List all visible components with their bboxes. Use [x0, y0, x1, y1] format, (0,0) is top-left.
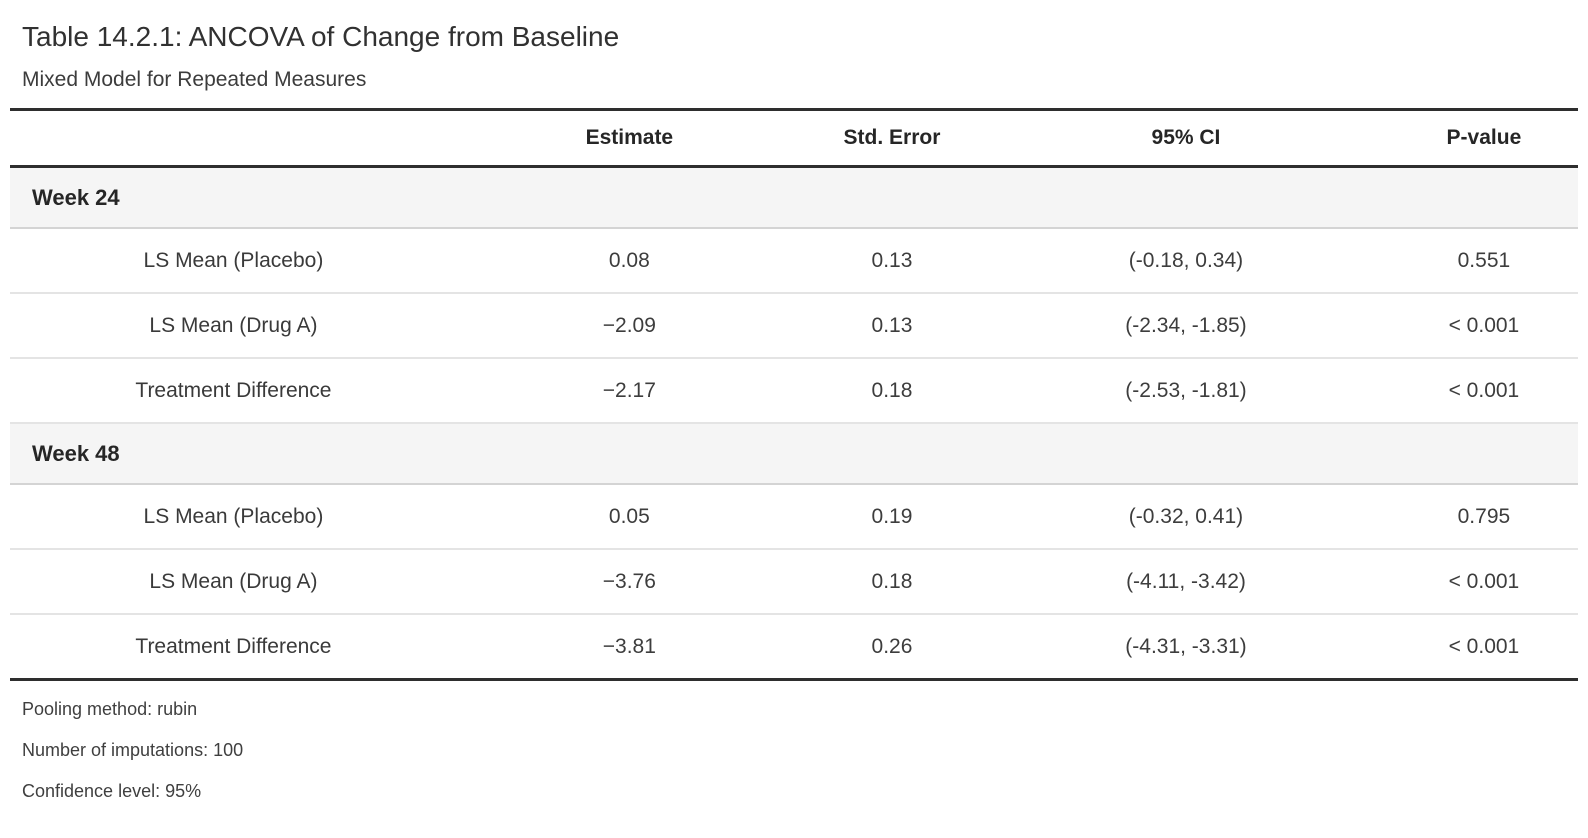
group-label-week-48: Week 48 [10, 423, 1578, 485]
std-error-cell: 0.19 [801, 484, 983, 550]
table-row-week24-treatment-difference: Treatment Difference −2.17 0.18 (-2.53, … [10, 358, 1578, 424]
estimate-cell: −2.09 [456, 293, 802, 359]
ci-cell: (-2.34, -1.85) [982, 293, 1390, 359]
ancova-results-table: Estimate Std. Error 95% CI P-value Week … [10, 108, 1578, 681]
table-footnotes: Pooling method: rubin Number of imputati… [10, 681, 1578, 812]
std-error-cell: 0.18 [801, 549, 983, 615]
column-header-stub [10, 109, 457, 168]
ci-cell: (-4.31, -3.31) [982, 614, 1390, 680]
p-value-cell: < 0.001 [1389, 549, 1578, 615]
table-row-week48-ls-mean-placebo: LS Mean (Placebo) 0.05 0.19 (-0.32, 0.41… [10, 484, 1578, 550]
ci-cell: (-0.18, 0.34) [982, 228, 1390, 294]
ci-cell: (-2.53, -1.81) [982, 358, 1390, 424]
column-header-row: Estimate Std. Error 95% CI P-value [10, 109, 1578, 168]
p-value-cell: 0.551 [1389, 228, 1578, 294]
column-header-p-value: P-value [1389, 109, 1578, 168]
row-label: LS Mean (Placebo) [10, 484, 457, 550]
table-row-week24-ls-mean-drug-a: LS Mean (Drug A) −2.09 0.13 (-2.34, -1.8… [10, 293, 1578, 359]
table-row-week48-treatment-difference: Treatment Difference −3.81 0.26 (-4.31, … [10, 614, 1578, 680]
group-row-week-24: Week 24 [10, 166, 1578, 229]
table-title: Table 14.2.1: ANCOVA of Change from Base… [22, 21, 620, 52]
row-label: Treatment Difference [10, 614, 457, 680]
group-label-week-24: Week 24 [10, 166, 1578, 229]
std-error-cell: 0.18 [801, 358, 983, 424]
estimate-cell: −3.81 [456, 614, 802, 680]
column-header-std-error: Std. Error [801, 109, 983, 168]
estimate-cell: 0.08 [456, 228, 802, 294]
table-header-block: Table 14.2.1: ANCOVA of Change from Base… [10, 18, 1578, 108]
p-value-cell: < 0.001 [1389, 293, 1578, 359]
table-row-week24-ls-mean-placebo: LS Mean (Placebo) 0.08 0.13 (-0.18, 0.34… [10, 228, 1578, 294]
row-label: LS Mean (Drug A) [10, 549, 457, 615]
column-header-estimate: Estimate [456, 109, 802, 168]
row-label: Treatment Difference [10, 358, 457, 424]
column-header-95-ci: 95% CI [982, 109, 1390, 168]
ci-cell: (-4.11, -3.42) [982, 549, 1390, 615]
estimate-cell: −2.17 [456, 358, 802, 424]
row-label: LS Mean (Placebo) [10, 228, 457, 294]
ci-cell: (-0.32, 0.41) [982, 484, 1390, 550]
std-error-cell: 0.13 [801, 293, 983, 359]
p-value-cell: 0.795 [1389, 484, 1578, 550]
p-value-cell: < 0.001 [1389, 614, 1578, 680]
footnote-pooling-method: Pooling method: rubin [22, 699, 198, 719]
table-row-week48-ls-mean-drug-a: LS Mean (Drug A) −3.76 0.18 (-4.11, -3.4… [10, 549, 1578, 615]
std-error-cell: 0.26 [801, 614, 983, 680]
p-value-cell: < 0.001 [1389, 358, 1578, 424]
row-label: LS Mean (Drug A) [10, 293, 457, 359]
std-error-cell: 0.13 [801, 228, 983, 294]
table-subtitle: Mixed Model for Repeated Measures [22, 68, 367, 91]
footnote-confidence-level: Confidence level: 95% [22, 781, 202, 801]
estimate-cell: 0.05 [456, 484, 802, 550]
group-row-week-48: Week 48 [10, 423, 1578, 485]
estimate-cell: −3.76 [456, 549, 802, 615]
footnote-number-of-imputations: Number of imputations: 100 [22, 740, 244, 760]
